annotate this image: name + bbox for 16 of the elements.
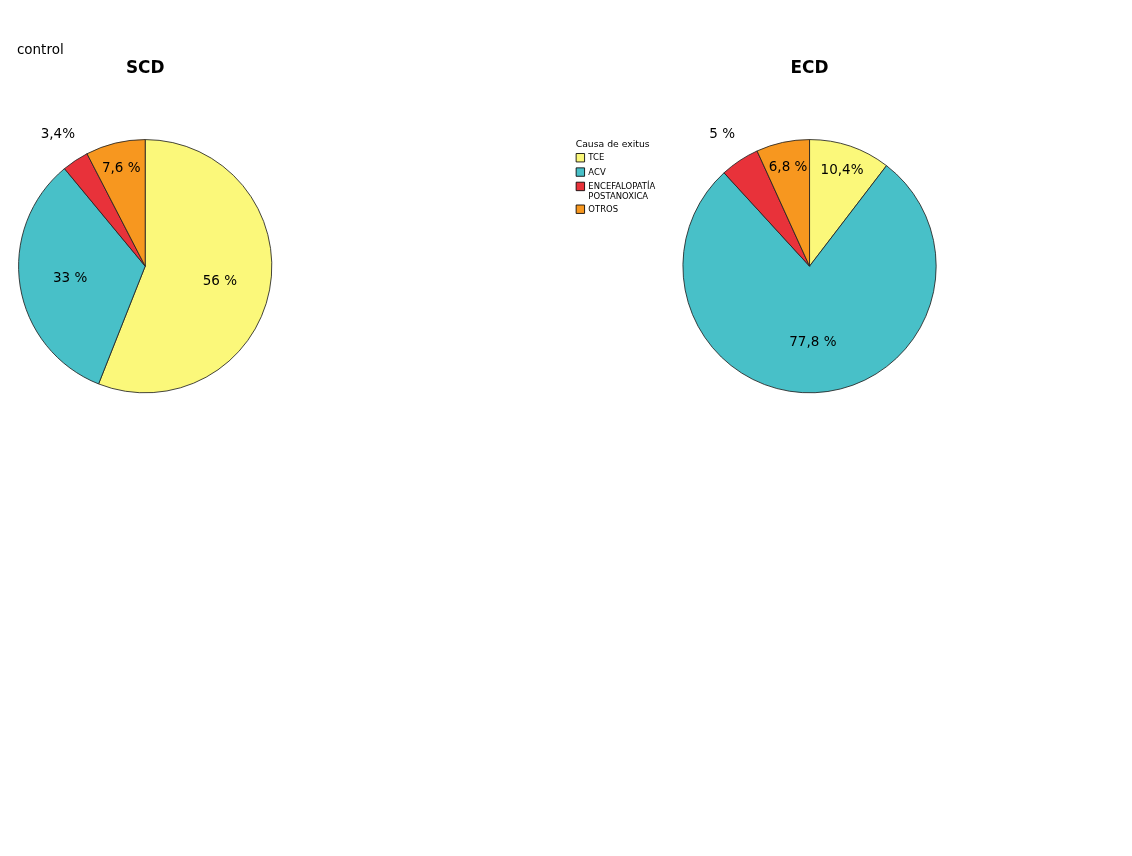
data-label: 77,8 % — [789, 333, 837, 350]
legend-label: ENCEFALOPATÍA POSTANOXICA — [588, 179, 656, 202]
data-label: 33 % — [53, 269, 88, 286]
data-label: 56 % — [202, 271, 238, 288]
chart-title: SCD — [125, 57, 165, 78]
legend-label: OTROS — [588, 203, 619, 214]
data-label: 3,4% — [40, 125, 76, 142]
text: control — [16, 40, 64, 57]
legend-label: ACV — [588, 166, 606, 177]
legend-title: Causa de exitus — [575, 138, 650, 150]
data-label: 5 % — [709, 125, 736, 142]
legend-label: TCE — [587, 152, 605, 163]
chart-title: ECD — [790, 57, 829, 78]
data-label: 6,8 % — [768, 158, 808, 175]
data-label: 7,6 % — [101, 158, 141, 175]
data-label: 10,4% — [820, 161, 864, 178]
